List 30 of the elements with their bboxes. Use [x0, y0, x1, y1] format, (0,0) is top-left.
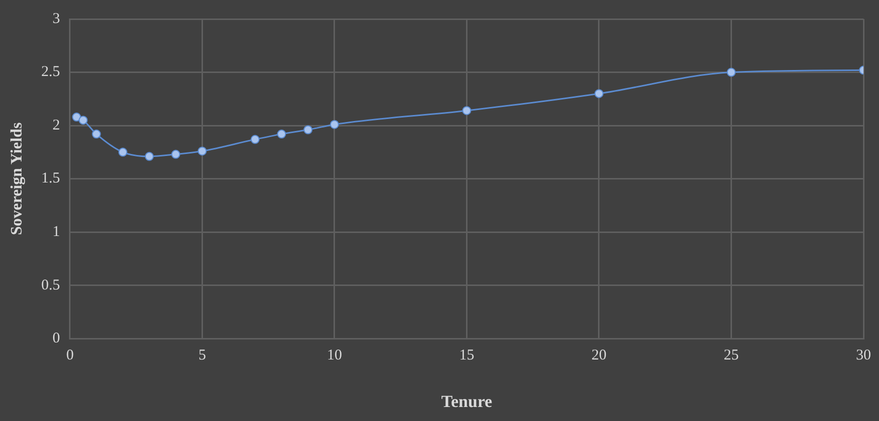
point	[144, 152, 154, 161]
y-tick-label: 3	[52, 10, 60, 27]
point	[726, 68, 736, 77]
x-tick-label: 25	[724, 348, 739, 364]
point	[462, 106, 472, 116]
point	[198, 146, 207, 156]
point	[304, 125, 313, 134]
y-tick-label: 2	[52, 117, 60, 134]
point	[92, 130, 101, 139]
x-tick-label: 10	[326, 348, 342, 364]
y-tick-label: 1.5	[41, 170, 60, 187]
x-tick-label: 0	[66, 348, 74, 364]
y-axis-title: Sovereign Yields	[8, 122, 26, 236]
x-tick-label: 30	[856, 348, 871, 364]
point	[277, 130, 286, 139]
x-axis-title: Tenure	[441, 392, 493, 412]
point	[594, 89, 604, 98]
point	[330, 120, 339, 129]
point	[171, 150, 180, 159]
x-tick-label: 15	[459, 348, 474, 364]
y-tick-label: 0.5	[41, 277, 60, 294]
x-tick-label: 5	[198, 348, 206, 364]
y-tick-label: 1	[52, 224, 60, 240]
point	[250, 134, 260, 144]
point	[118, 148, 128, 157]
point	[78, 116, 88, 125]
x-tick-label: 20	[591, 348, 606, 364]
y-tick-label: 2.5	[41, 64, 60, 80]
y-tick-label: 0	[52, 330, 60, 347]
point	[72, 112, 82, 122]
